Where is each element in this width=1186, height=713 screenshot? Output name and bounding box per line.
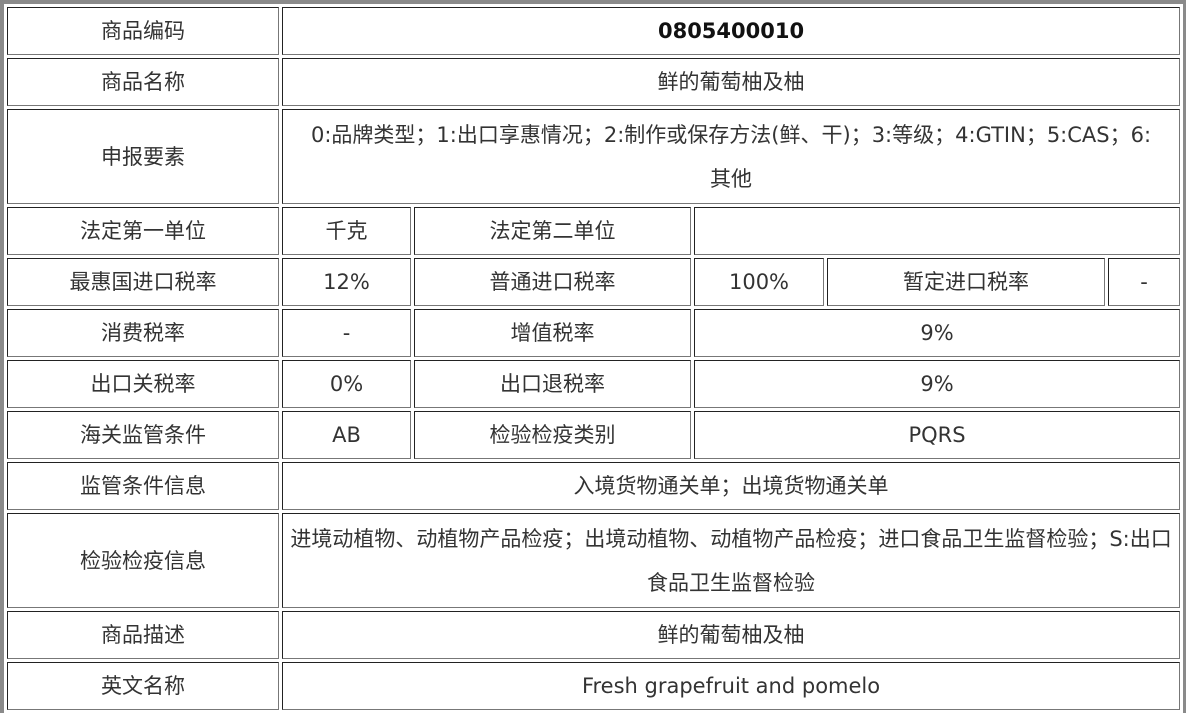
commodity-description: 鲜的葡萄柚及柚 (282, 611, 1181, 659)
label-cell: 商品名称 (7, 58, 279, 106)
table-row: 出口关税率 0% 出口退税率 9% (7, 360, 1181, 408)
label-cell: 出口关税率 (7, 360, 279, 408)
declaration-elements: 0:品牌类型；1:出口享惠情况；2:制作或保存方法(鲜、干)；3:等级；4:GT… (282, 109, 1181, 204)
label-cell: 法定第一单位 (7, 207, 279, 255)
label-cell: 申报要素 (7, 109, 279, 204)
value-cell: - (282, 309, 411, 357)
table-row: 英文名称 Fresh grapefruit and pomelo (7, 662, 1181, 710)
table-row: 申报要素 0:品牌类型；1:出口享惠情况；2:制作或保存方法(鲜、干)；3:等级… (7, 109, 1181, 204)
value-cell: 9% (694, 309, 1181, 357)
value-cell: 12% (282, 258, 411, 306)
label-cell: 最惠国进口税率 (7, 258, 279, 306)
label-cell: 商品描述 (7, 611, 279, 659)
inspection-info: 进境动植物、动植物产品检疫；出境动植物、动植物产品检疫；进口食品卫生监督检验；S… (282, 513, 1181, 608)
supervision-info: 入境货物通关单；出境货物通关单 (282, 462, 1181, 510)
table-row: 监管条件信息 入境货物通关单；出境货物通关单 (7, 462, 1181, 510)
label-cell: 暂定进口税率 (827, 258, 1105, 306)
label-cell: 出口退税率 (414, 360, 691, 408)
label-cell: 英文名称 (7, 662, 279, 710)
table-row: 检验检疫信息 进境动植物、动植物产品检疫；出境动植物、动植物产品检疫；进口食品卫… (7, 513, 1181, 608)
label-cell: 检验检疫类别 (414, 411, 691, 459)
table-row: 商品编码 0805400010 (7, 7, 1181, 55)
value-cell: AB (282, 411, 411, 459)
value-cell: 9% (694, 360, 1181, 408)
value-cell: 100% (694, 258, 824, 306)
label-cell: 法定第二单位 (414, 207, 691, 255)
label-cell: 商品编码 (7, 7, 279, 55)
value-cell (694, 207, 1181, 255)
label-cell: 检验检疫信息 (7, 513, 279, 608)
table-row: 商品描述 鲜的葡萄柚及柚 (7, 611, 1181, 659)
label-cell: 监管条件信息 (7, 462, 279, 510)
label-cell: 海关监管条件 (7, 411, 279, 459)
english-name: Fresh grapefruit and pomelo (282, 662, 1181, 710)
table-row: 最惠国进口税率 12% 普通进口税率 100% 暂定进口税率 - (7, 258, 1181, 306)
table-row: 海关监管条件 AB 检验检疫类别 PQRS (7, 411, 1181, 459)
label-cell: 消费税率 (7, 309, 279, 357)
table-row: 消费税率 - 增值税率 9% (7, 309, 1181, 357)
label-cell: 增值税率 (414, 309, 691, 357)
commodity-code: 0805400010 (282, 7, 1181, 55)
table-row: 法定第一单位 千克 法定第二单位 (7, 207, 1181, 255)
value-cell: 千克 (282, 207, 411, 255)
value-cell: 0% (282, 360, 411, 408)
value-cell: - (1108, 258, 1181, 306)
commodity-name: 鲜的葡萄柚及柚 (282, 58, 1181, 106)
table-row: 商品名称 鲜的葡萄柚及柚 (7, 58, 1181, 106)
label-cell: 普通进口税率 (414, 258, 691, 306)
value-cell: PQRS (694, 411, 1181, 459)
